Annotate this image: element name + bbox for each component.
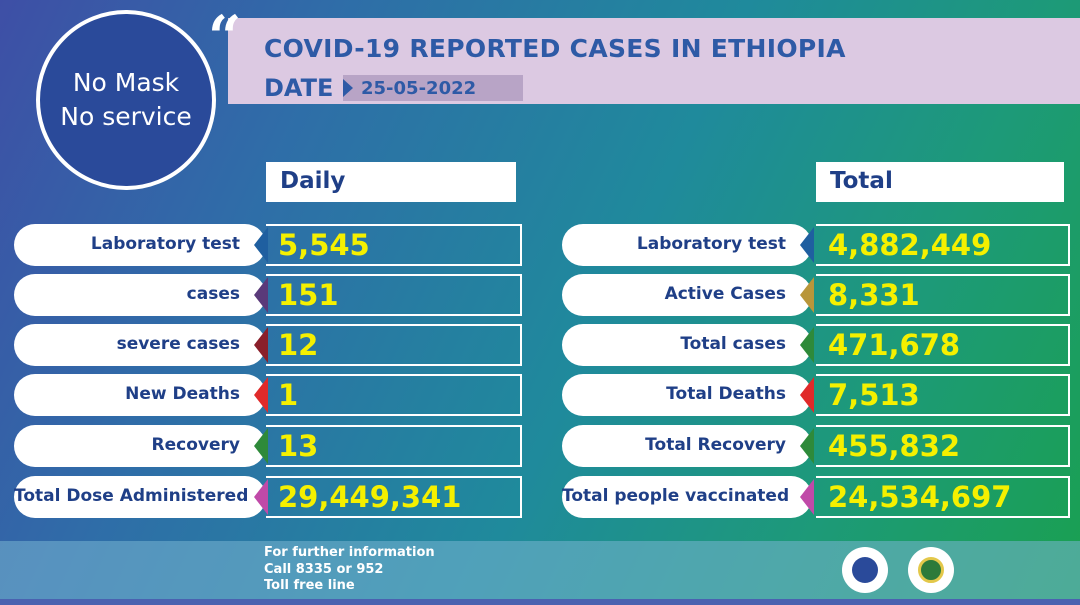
total-row-value: 24,534,697 (816, 476, 1070, 518)
total-row-label: Total Deaths (562, 374, 812, 416)
daily-row-label: cases (14, 274, 266, 316)
pointer-arrow-icon (254, 377, 268, 413)
quote-mark-icon: “ (208, 3, 242, 71)
daily-row-label: Laboratory test (14, 224, 266, 266)
total-row-value: 8,331 (816, 274, 1070, 316)
pointer-arrow-icon (800, 227, 814, 263)
daily-row-label: Total Dose Administered (14, 476, 266, 518)
badge-line-1: No Mask (72, 68, 180, 97)
date-arrow-icon (343, 79, 353, 97)
pointer-arrow-icon (800, 479, 814, 515)
total-row-label: Total cases (562, 324, 812, 366)
date-box: 25-05-2022 (343, 75, 523, 101)
total-row-value: 4,882,449 (816, 224, 1070, 266)
public-health-institute-seal-icon (908, 547, 954, 593)
daily-row-label: severe cases (14, 324, 266, 366)
title-banner: COVID-19 REPORTED CASES IN ETHIOPIA DATE… (228, 18, 1080, 104)
date-value: 25-05-2022 (361, 78, 477, 99)
footer-line-3: Toll free line (264, 578, 355, 593)
footer-line-2: Call 8335 or 952 (264, 561, 384, 577)
total-header: Total (816, 162, 1064, 202)
daily-row-value: 1 (266, 374, 522, 416)
pointer-arrow-icon (800, 277, 814, 313)
pointer-arrow-icon (254, 277, 268, 313)
pointer-arrow-icon (254, 227, 268, 263)
daily-row-value: 12 (266, 324, 522, 366)
pointer-arrow-icon (800, 377, 814, 413)
total-row-label: Total people vaccinated (562, 476, 812, 518)
pointer-arrow-icon (254, 327, 268, 363)
daily-row-label: Recovery (14, 425, 266, 467)
daily-row-label: New Deaths (14, 374, 266, 416)
daily-row-value: 13 (266, 425, 522, 467)
page-title: COVID-19 REPORTED CASES IN ETHIOPIA (264, 34, 846, 63)
total-row-value: 7,513 (816, 374, 1070, 416)
date-label: DATE (264, 74, 334, 102)
daily-header: Daily (266, 162, 516, 202)
footer-info: For further information Call 8335 or 952… (264, 545, 435, 595)
total-row-value: 471,678 (816, 324, 1070, 366)
daily-row-value: 151 (266, 274, 522, 316)
ministry-of-health-seal-icon (842, 547, 888, 593)
total-row-label: Active Cases (562, 274, 812, 316)
total-row-label: Total Recovery (562, 425, 812, 467)
daily-row-value: 5,545 (266, 224, 522, 266)
footer: For further information Call 8335 or 952… (0, 541, 1080, 599)
no-mask-badge: No Mask No service “ (36, 8, 241, 190)
pointer-arrow-icon (254, 428, 268, 464)
pointer-arrow-icon (254, 479, 268, 515)
bottom-strip (0, 599, 1080, 605)
daily-row-value: 29,449,341 (266, 476, 522, 518)
footer-line-1: For further information (264, 545, 435, 560)
pointer-arrow-icon (800, 428, 814, 464)
pointer-arrow-icon (800, 327, 814, 363)
total-row-label: Laboratory test (562, 224, 812, 266)
total-row-value: 455,832 (816, 425, 1070, 467)
badge-line-2: No service (60, 102, 192, 131)
